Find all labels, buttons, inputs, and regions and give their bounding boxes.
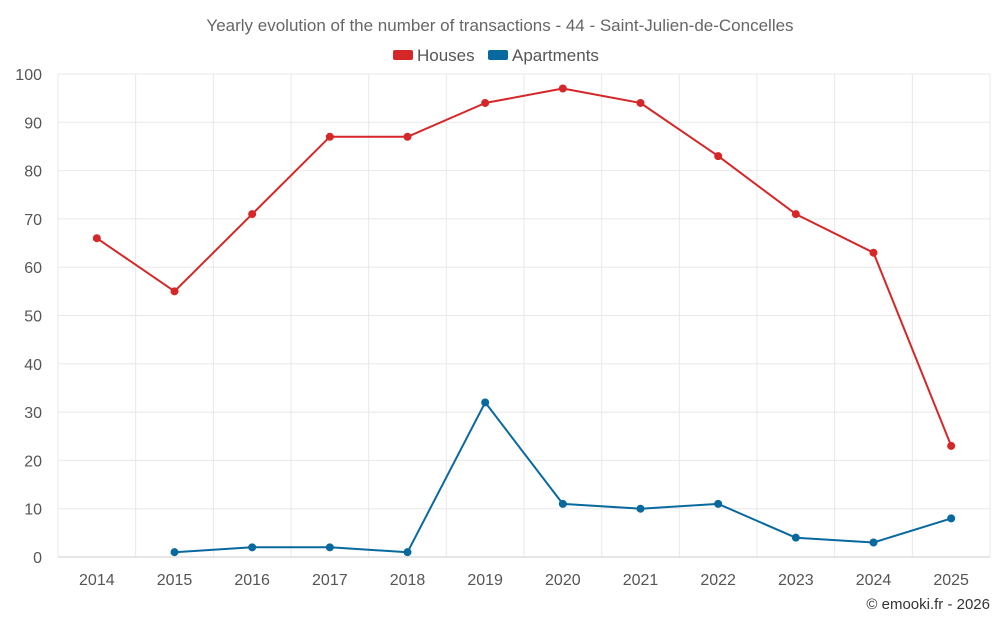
x-tick-label: 2020: [545, 572, 581, 589]
data-point-houses-2015[interactable]: [170, 287, 179, 296]
x-tick-label: 2016: [234, 572, 270, 589]
y-tick-label: 40: [24, 357, 42, 374]
data-point-houses-2023[interactable]: [791, 210, 800, 219]
y-tick-label: 10: [24, 502, 42, 519]
data-point-apartments-2020[interactable]: [558, 499, 567, 508]
data-point-apartments-2021[interactable]: [636, 504, 645, 513]
y-tick-label: 0: [33, 550, 42, 567]
data-point-houses-2017[interactable]: [325, 132, 334, 141]
x-tick-label: 2017: [312, 572, 348, 589]
axes: 0 10 20 30 40 50 60 70 80 90 100 2014 2015 2016 2017 20…: [15, 67, 990, 589]
data-point-apartments-2024[interactable]: [869, 538, 878, 547]
x-tick-label: 2015: [157, 572, 193, 589]
y-tick-label: 70: [24, 212, 42, 229]
data-point-houses-2018[interactable]: [403, 132, 412, 141]
y-tick-label: 90: [24, 115, 42, 132]
x-tick-label: 2014: [79, 572, 115, 589]
legend-houses-label[interactable]: Houses: [417, 46, 475, 65]
data-point-apartments-2022[interactable]: [714, 499, 723, 508]
x-tick-label: 2019: [467, 572, 503, 589]
data-point-houses-2022[interactable]: [714, 152, 723, 161]
x-tick-label: 2023: [778, 572, 814, 589]
y-tick-label: 30: [24, 405, 42, 422]
data-point-apartments-2019[interactable]: [481, 398, 490, 407]
legend[interactable]: Houses Apartments: [393, 46, 599, 65]
y-tick-label: 80: [24, 164, 42, 181]
grid: [57, 73, 991, 557]
data-point-houses-2019[interactable]: [481, 98, 490, 107]
data-point-apartments-2018[interactable]: [403, 548, 412, 557]
x-tick-label: 2024: [856, 572, 892, 589]
y-tick-label: 50: [24, 309, 42, 326]
chart-title: Yearly evolution of the number of transa…: [206, 16, 793, 35]
x-tick-label: 2021: [623, 572, 659, 589]
data-point-apartments-2016[interactable]: [248, 543, 257, 552]
series: [92, 84, 956, 557]
series-line-houses: [96, 87, 953, 447]
x-tick-label: 2022: [700, 572, 736, 589]
data-point-apartments-2025[interactable]: [947, 514, 956, 523]
legend-houses-swatch[interactable]: [393, 50, 413, 60]
data-point-houses-2020[interactable]: [558, 84, 567, 93]
x-tick-label: 2025: [933, 572, 969, 589]
data-point-apartments-2015[interactable]: [170, 548, 179, 557]
x-tick-label: 2018: [390, 572, 426, 589]
credit-text: © emooki.fr - 2026: [866, 596, 990, 613]
data-point-houses-2025[interactable]: [947, 441, 956, 450]
data-point-houses-2021[interactable]: [636, 98, 645, 107]
legend-apartments-swatch[interactable]: [488, 50, 508, 60]
data-point-apartments-2017[interactable]: [325, 543, 334, 552]
legend-apartments-label[interactable]: Apartments: [512, 46, 599, 65]
data-point-apartments-2023[interactable]: [791, 533, 800, 542]
y-tick-label: 100: [15, 67, 42, 84]
y-tick-label: 60: [24, 260, 42, 277]
data-point-houses-2024[interactable]: [869, 248, 878, 257]
data-point-houses-2014[interactable]: [92, 234, 101, 243]
y-tick-label: 20: [24, 453, 42, 470]
data-point-houses-2016[interactable]: [248, 210, 257, 219]
